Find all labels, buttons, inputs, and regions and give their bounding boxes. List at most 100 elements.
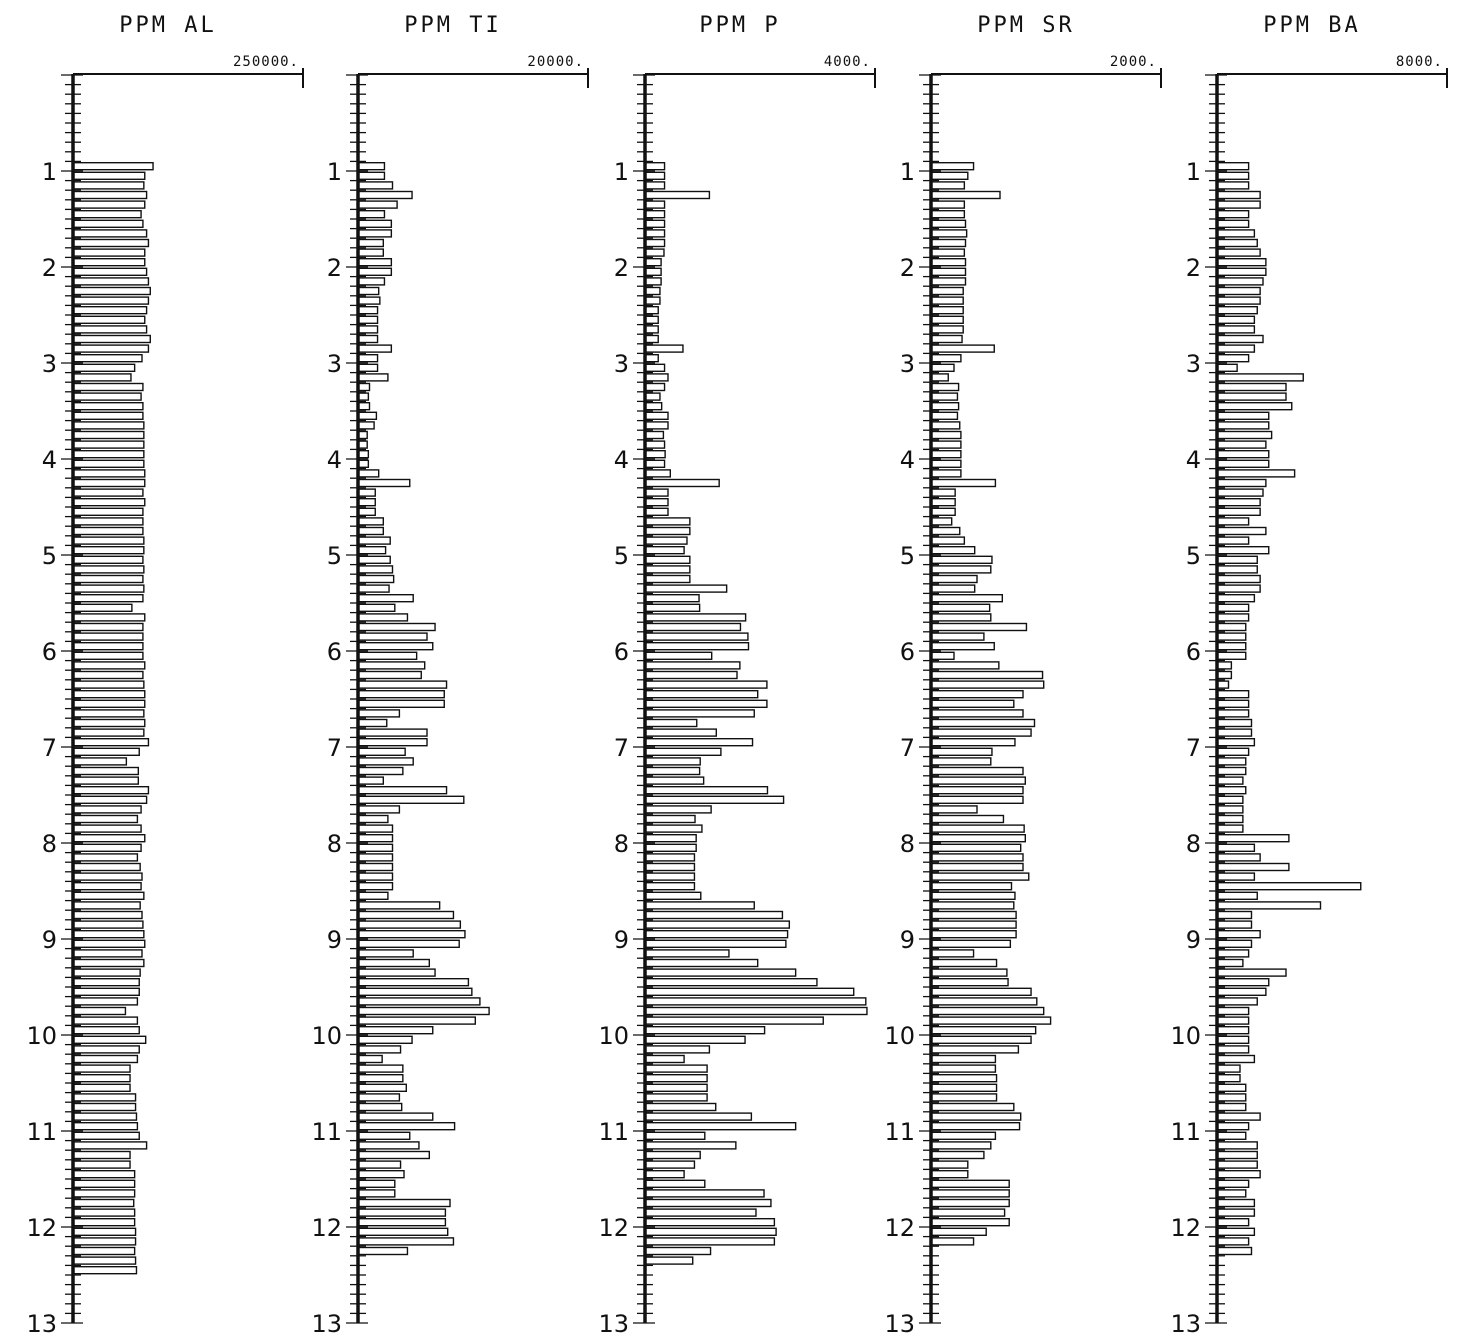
bar [1216,1112,1261,1121]
bar [357,949,414,958]
bar [357,939,460,948]
bar [357,526,384,536]
bar [357,536,391,545]
bar [644,709,755,718]
bar [72,699,146,708]
bar [644,526,691,536]
depth-tick-label: 2 [1186,254,1201,282]
bar [1216,1179,1250,1189]
bar [357,546,387,555]
bar [72,296,150,305]
bar [930,546,976,555]
bar [1216,1016,1250,1025]
bar [72,642,144,651]
bar [357,891,389,900]
bar [644,498,669,507]
bar [930,920,1017,929]
bar [644,200,666,209]
bar [357,1160,402,1169]
bar [1216,344,1256,353]
bar [1216,1169,1261,1179]
bar [930,997,1038,1006]
bar [72,584,145,593]
bar [1216,824,1244,833]
bar [72,1141,148,1150]
bar [930,430,962,440]
depth-tick-label: 13 [26,1310,57,1338]
bar [930,1054,997,1064]
bar [644,862,696,872]
bar [930,1073,998,1083]
bar [357,363,379,372]
bar [72,853,139,862]
depth-tick-label: 8 [900,830,915,858]
bar [644,1102,717,1112]
bar [644,1169,685,1179]
bar [1216,949,1250,958]
bar [644,949,730,958]
bar [357,421,375,430]
bar [930,958,998,968]
bar [1216,1025,1250,1035]
bar [72,1237,137,1246]
bar [1216,997,1258,1006]
bar [72,872,143,881]
bar [1216,450,1270,459]
bar [644,536,688,545]
bar [930,862,1024,872]
bar [1216,1198,1256,1208]
bar [357,738,428,747]
depth-tick-label: 3 [42,350,57,378]
bar [930,498,956,507]
bar [357,161,386,171]
depth-tick-label: 10 [598,1022,629,1050]
bar [1216,1237,1250,1246]
bar [930,181,966,190]
bar [930,450,962,459]
bar [1216,891,1258,900]
bar [72,344,150,353]
bar [644,555,691,564]
bar [72,248,146,257]
bar [357,901,441,910]
bar [72,766,140,776]
bar [357,814,389,824]
bar [72,814,139,824]
bar [930,1160,969,1169]
bar [930,930,1017,939]
bar [357,219,393,229]
panel-title: PPM BA [1263,13,1360,38]
bar [930,613,992,622]
bar [72,238,150,248]
depth-tick-label: 10 [311,1022,342,1050]
bar [930,1198,1010,1208]
bar [357,747,406,756]
bar [1216,594,1256,603]
depth-tick-label: 6 [327,638,342,666]
bar [1216,786,1247,795]
bar [72,882,142,891]
bar [644,632,749,641]
bar [357,334,379,344]
bar [72,363,136,372]
bar [930,565,992,574]
bar [930,526,961,536]
depth-tick-label: 1 [327,158,342,186]
bar [357,1227,449,1237]
bar [644,642,750,651]
bar [1216,776,1244,785]
bar [72,728,145,737]
bar [357,987,473,996]
bar [930,594,1004,603]
panel-title: PPM TI [404,13,501,38]
depth-tick-label: 4 [900,446,915,474]
bar [357,622,436,632]
bar [930,421,961,430]
bar [1216,603,1250,612]
bar [930,344,995,353]
bar [1216,690,1250,699]
bar [1216,392,1287,401]
bar [930,853,1024,862]
bar [357,411,378,420]
bar [644,814,696,824]
